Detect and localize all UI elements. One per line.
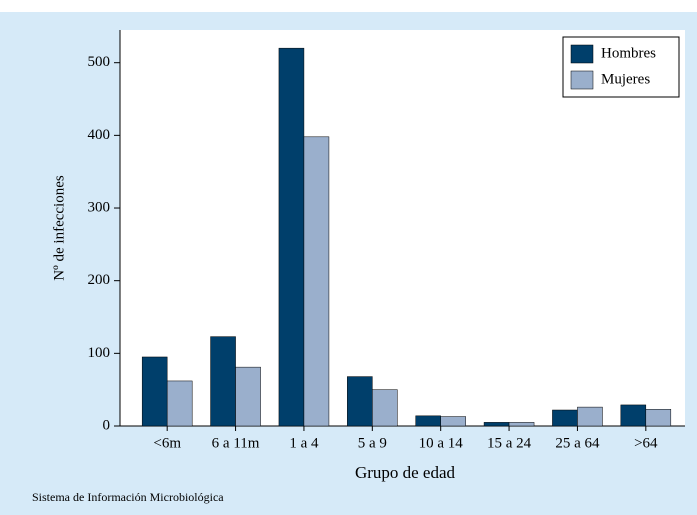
bar	[577, 406, 603, 427]
bar	[347, 376, 373, 427]
x-tick-label: 25 a 64	[555, 435, 600, 451]
y-tick-label: 200	[88, 272, 111, 288]
x-tick-label: >64	[634, 435, 658, 451]
bar	[278, 47, 305, 427]
y-tick-label: 400	[88, 127, 111, 143]
bar	[483, 422, 510, 427]
y-tick-label: 500	[88, 54, 111, 70]
x-tick-label: 15 a 24	[487, 435, 532, 451]
x-tick-label: 5 a 9	[358, 435, 387, 451]
bar	[552, 409, 578, 427]
legend-swatch	[570, 44, 594, 64]
bar	[166, 380, 193, 427]
x-axis-label: Grupo de edad	[355, 463, 456, 482]
bar	[645, 409, 672, 427]
bar	[303, 136, 330, 427]
x-tick-label: <6m	[153, 435, 181, 451]
bar	[141, 356, 168, 427]
y-tick-label: 300	[88, 199, 111, 215]
y-tick-label: 100	[88, 345, 111, 361]
bar	[210, 336, 236, 427]
y-tick-label: 0	[103, 417, 111, 433]
bar	[620, 404, 647, 427]
legend-label: Hombres	[601, 45, 656, 61]
legend-label: Mujeres	[601, 71, 650, 87]
bar	[508, 422, 535, 427]
source-note: Sistema de Información Microbiológica	[32, 490, 224, 504]
bar	[440, 416, 466, 427]
x-tick-label: 6 a 11m	[212, 435, 260, 451]
x-tick-label: 10 a 14	[419, 435, 464, 451]
bar	[235, 366, 261, 427]
legend-swatch	[570, 70, 594, 90]
x-tick-label: 1 a 4	[289, 435, 319, 451]
y-axis-label: Nº de infecciones	[51, 175, 67, 281]
bar	[415, 415, 441, 427]
bar	[372, 389, 398, 427]
